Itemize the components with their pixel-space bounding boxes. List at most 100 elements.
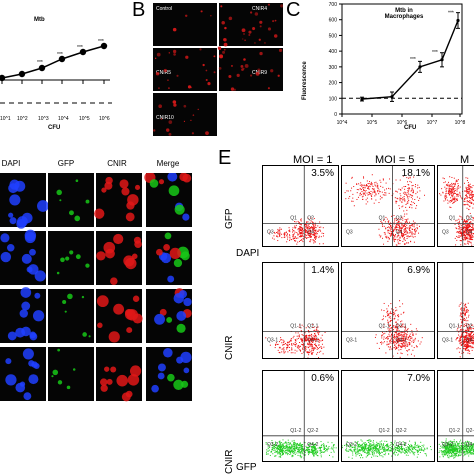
event-dot bbox=[324, 451, 326, 453]
event-dot bbox=[464, 335, 466, 337]
event-dot bbox=[300, 233, 302, 235]
event-dot bbox=[319, 347, 321, 349]
event-dot bbox=[412, 349, 414, 351]
event-dot bbox=[289, 236, 291, 238]
event-dot bbox=[461, 235, 463, 237]
event-dot bbox=[451, 200, 453, 202]
event-dot bbox=[319, 229, 321, 231]
event-dot bbox=[373, 455, 375, 457]
quadrant-label: Q2-2 bbox=[466, 428, 474, 434]
event-dot bbox=[453, 448, 455, 450]
event-dot bbox=[298, 337, 300, 339]
event-dot bbox=[333, 451, 335, 453]
event-dot bbox=[444, 443, 446, 445]
event-dot bbox=[314, 347, 316, 349]
event-dot bbox=[470, 449, 472, 451]
event-dot bbox=[353, 444, 355, 446]
event-dot bbox=[378, 234, 380, 236]
event-dot bbox=[380, 448, 382, 450]
y-tick-label: 700 bbox=[329, 2, 338, 8]
event-dot bbox=[294, 227, 296, 229]
event-dot bbox=[271, 446, 273, 448]
event-dot bbox=[410, 444, 412, 446]
data-point bbox=[38, 64, 46, 72]
event-dot bbox=[466, 310, 468, 312]
event-dot bbox=[468, 455, 470, 457]
event-dot bbox=[404, 224, 406, 226]
event-dot bbox=[386, 445, 388, 447]
event-dot bbox=[388, 192, 390, 194]
speckle bbox=[257, 68, 261, 72]
event-dot bbox=[469, 183, 471, 185]
event-dot bbox=[384, 440, 386, 442]
event-dot bbox=[415, 446, 417, 448]
event-dot bbox=[469, 353, 471, 355]
cell bbox=[134, 184, 141, 190]
event-dot bbox=[448, 442, 450, 444]
event-dot bbox=[365, 456, 367, 458]
event-dot bbox=[287, 443, 289, 445]
event-dot bbox=[466, 189, 468, 191]
event-dot bbox=[401, 326, 403, 328]
event-dot bbox=[359, 187, 361, 189]
event-dot bbox=[293, 230, 295, 232]
event-dot bbox=[314, 333, 316, 335]
event-dot bbox=[308, 331, 310, 333]
event-dot bbox=[345, 449, 347, 451]
event-dot bbox=[388, 227, 390, 229]
event-dot bbox=[388, 237, 390, 239]
event-dot bbox=[382, 178, 384, 180]
event-dot bbox=[362, 442, 364, 444]
event-dot bbox=[470, 450, 472, 452]
event-dot bbox=[382, 447, 384, 449]
event-dot bbox=[398, 332, 400, 334]
event-dot bbox=[364, 448, 366, 450]
event-dot bbox=[399, 227, 401, 229]
event-dot bbox=[450, 449, 452, 451]
event-dot bbox=[461, 233, 463, 235]
event-dot bbox=[354, 451, 356, 453]
event-dot bbox=[464, 314, 466, 316]
event-dot bbox=[469, 340, 471, 342]
event-dot bbox=[367, 454, 369, 456]
event-dot bbox=[326, 450, 328, 452]
panel-e-letter: E bbox=[218, 147, 232, 169]
event-dot bbox=[307, 357, 309, 358]
event-dot bbox=[396, 330, 398, 332]
event-dot bbox=[456, 452, 458, 454]
event-dot bbox=[409, 335, 411, 337]
event-dot bbox=[370, 440, 372, 442]
event-dot bbox=[466, 329, 468, 331]
event-dot bbox=[466, 447, 468, 449]
event-dot bbox=[365, 194, 367, 196]
y-tick-label: 600 bbox=[329, 18, 338, 24]
event-dot bbox=[465, 447, 467, 449]
event-dot bbox=[387, 328, 389, 330]
event-dot bbox=[360, 444, 362, 446]
event-dot bbox=[454, 454, 456, 456]
event-dot bbox=[445, 441, 447, 443]
event-dot bbox=[382, 318, 384, 320]
event-dot bbox=[465, 190, 467, 192]
speckle bbox=[199, 48, 202, 51]
event-dot bbox=[404, 243, 406, 245]
event-dot bbox=[282, 445, 284, 447]
event-dot bbox=[313, 336, 315, 338]
speckle bbox=[205, 69, 208, 72]
event-dot bbox=[274, 441, 276, 443]
event-dot bbox=[417, 451, 419, 453]
event-dot bbox=[467, 234, 469, 236]
event-dot bbox=[414, 444, 416, 446]
event-dot bbox=[404, 227, 406, 229]
event-dot bbox=[362, 446, 364, 448]
event-dot bbox=[305, 234, 307, 236]
speckle bbox=[154, 57, 157, 60]
event-dot bbox=[458, 454, 460, 456]
event-dot bbox=[441, 441, 443, 443]
event-dot bbox=[362, 449, 364, 451]
speckle bbox=[274, 19, 277, 22]
event-dot bbox=[400, 337, 402, 339]
event-dot bbox=[389, 230, 391, 232]
event-dot bbox=[410, 181, 412, 183]
event-dot bbox=[320, 451, 322, 453]
